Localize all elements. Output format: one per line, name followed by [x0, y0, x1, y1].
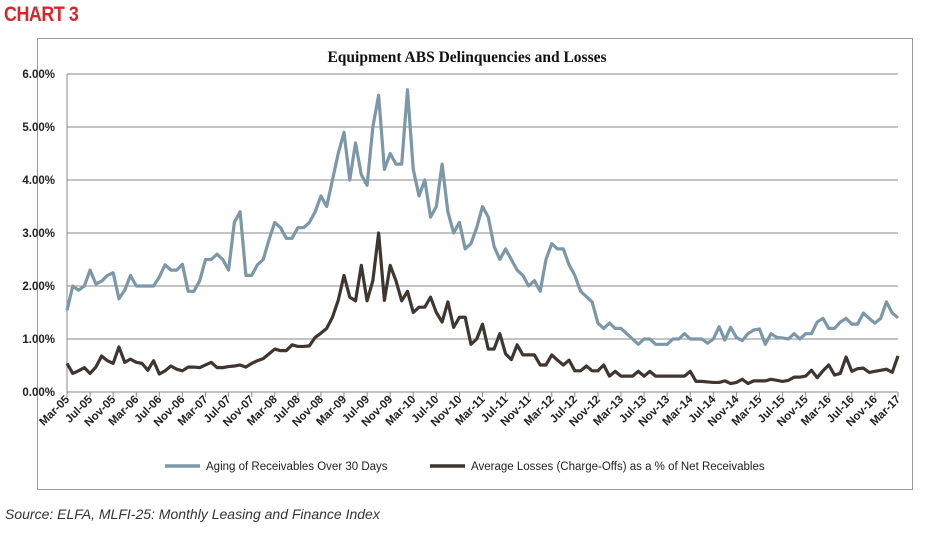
- source-note: Source: ELFA, MLFI-25: Monthly Leasing a…: [5, 506, 380, 522]
- y-tick-label: 2.00%: [22, 281, 55, 293]
- legend-label: Average Losses (Charge-Offs) as a % of N…: [471, 461, 765, 473]
- chart-header: CHART 3: [4, 3, 79, 26]
- series-line-losses: [65, 231, 900, 386]
- y-tick-label: 5.00%: [22, 122, 55, 134]
- y-tick-label: 6.00%: [22, 69, 55, 81]
- y-tick-label: 0.00%: [22, 387, 55, 399]
- chart-frame: [37, 38, 913, 490]
- series-line-aging: [65, 88, 900, 346]
- y-tick-label: 4.00%: [22, 175, 55, 187]
- legend-label: Aging of Receivables Over 30 Days: [206, 461, 388, 473]
- y-tick-label: 1.00%: [22, 334, 55, 346]
- y-tick-label: 3.00%: [22, 228, 55, 240]
- chart-title: Equipment ABS Delinquencies and Losses: [327, 49, 606, 66]
